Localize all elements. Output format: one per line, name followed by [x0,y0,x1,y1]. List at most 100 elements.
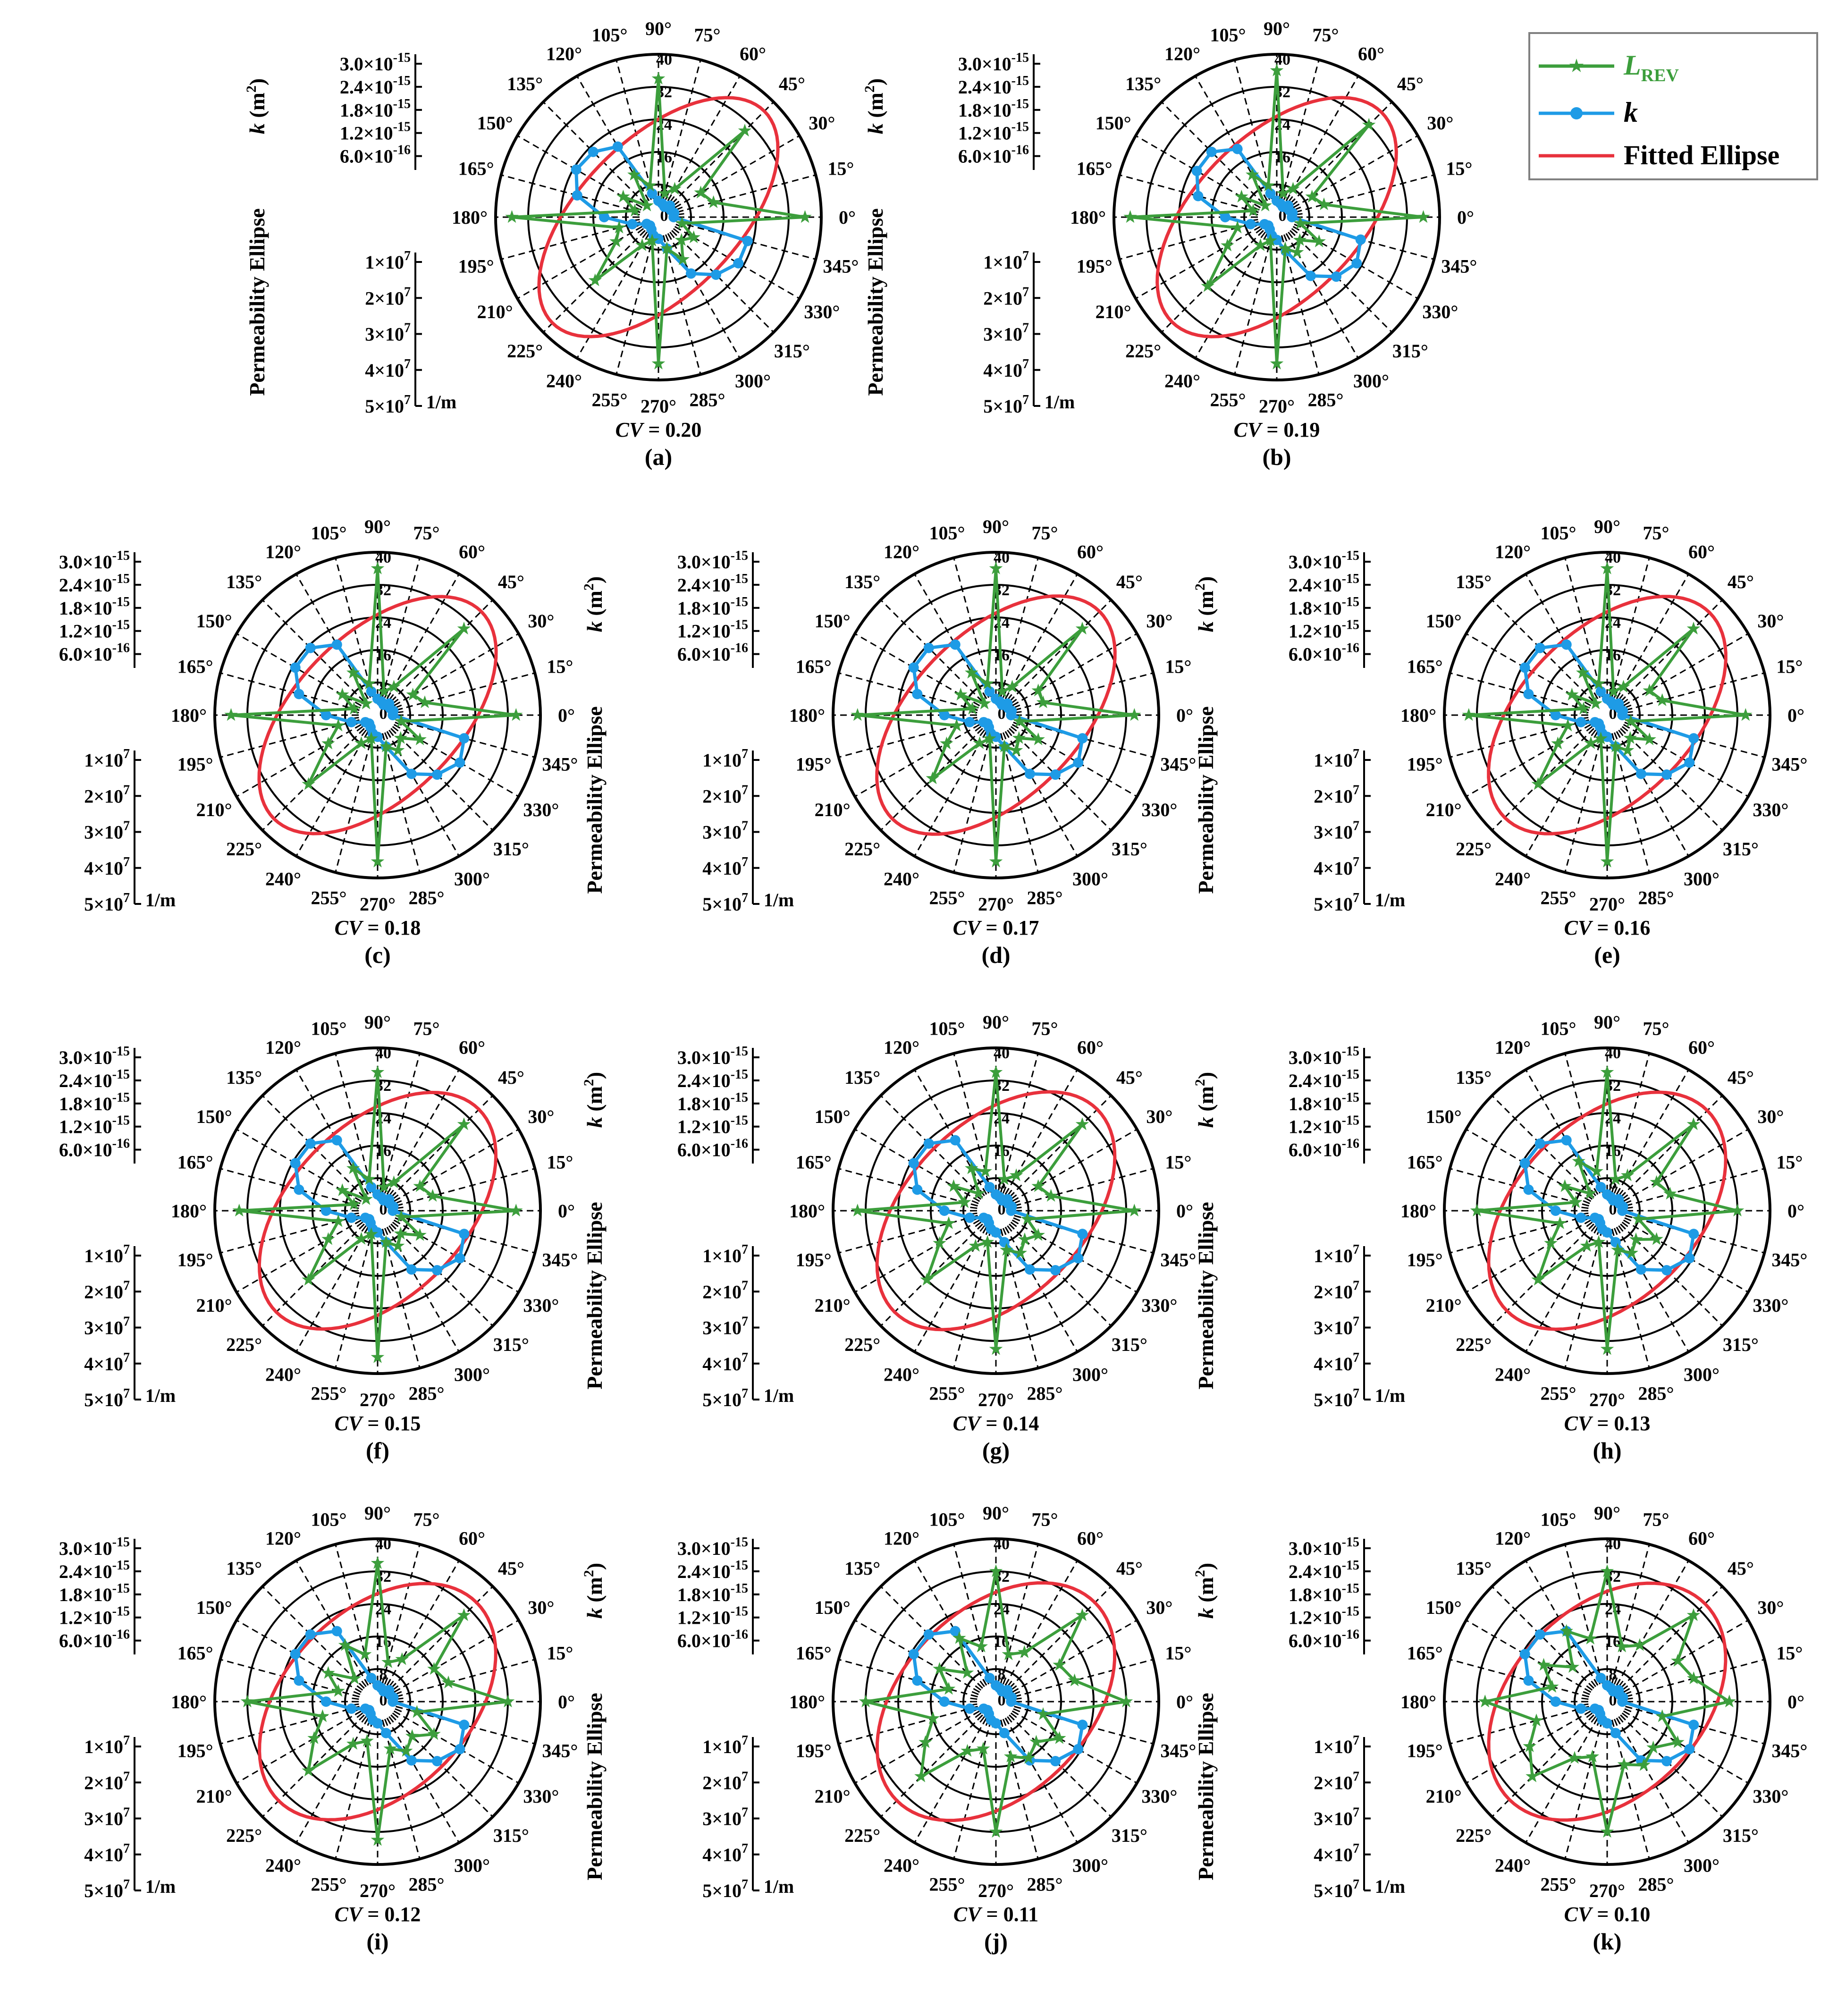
k-tick-exponent: -15 [731,1535,748,1550]
l-rev-point [501,1695,515,1708]
grid-spoke [854,1129,980,1202]
angle-label: 315° [1723,1825,1759,1846]
k-point [1272,235,1282,245]
l-rev-point [1246,168,1259,181]
pe-axis-tick-label: 3×107 [702,1805,748,1830]
k-point [612,141,623,152]
k-axis-tick-label: 3.0×10-15 [1289,1044,1359,1068]
pe-axis-tick-label: 2×107 [983,285,1029,309]
k-tick-exponent: -15 [112,1558,130,1573]
pe-tick-exponent: 7 [404,357,411,371]
pe-tick-mantissa: 3×10 [983,324,1022,345]
k-axis-tick-label: 3.0×10-15 [958,51,1029,75]
inner-tick [1258,198,1264,204]
pe-tick-mantissa: 5×10 [1314,1880,1353,1901]
angle-label: 0° [1787,1200,1804,1222]
inner-tick [1283,234,1288,242]
angle-label: 300° [735,370,771,391]
inner-tick [971,1691,979,1695]
inner-tick [1618,1716,1624,1723]
grid-spoke [1000,557,1039,697]
grid-ring [1541,1145,1673,1277]
k-point [366,1182,377,1193]
grid-spoke [953,1544,992,1684]
k-tick-exponent: -15 [112,1044,130,1059]
inner-tick [392,1712,399,1718]
grid-spoke [1012,1219,1138,1293]
k-axis-tick-label: 1.8×10-15 [340,97,411,121]
k-point [1684,757,1695,768]
grid-spoke [1012,1620,1138,1693]
inner-tick [1623,1710,1630,1715]
k-tick-exponent: -15 [393,97,411,111]
angle-label: 240° [265,868,301,889]
k-tick-exponent: -16 [731,1628,748,1642]
k-tick-mantissa: 3.0×10 [59,551,112,573]
l-rev-point [362,676,376,690]
angle-label: 300° [1684,1364,1720,1385]
angle-label: 15° [1776,1151,1803,1172]
angle-label: 165° [1407,1151,1443,1172]
grid-spoke [953,733,992,873]
grid-spoke [1014,1659,1154,1698]
grid-spoke [662,59,701,199]
angle-label: 60° [1688,1528,1715,1549]
inner-tick [1012,1219,1019,1224]
angle-label: 345° [1160,754,1196,775]
angle-label: 210° [815,1786,851,1807]
grid-spoke [676,174,816,213]
angle-label: 240° [884,1855,919,1876]
pe-axis-title: Permeability Ellipse [1194,1202,1218,1389]
angle-label: 75° [413,523,440,544]
cv-label: CV = 0.13 [1564,1412,1651,1435]
angle-label: 30° [1146,1106,1172,1127]
pe-tick-mantissa: 1×10 [702,750,742,771]
angle-label: 330° [804,301,840,322]
angle-label: 30° [809,112,835,134]
pe-axis-tick-label: 5×107 [702,1386,748,1410]
l-rev-point [1730,1204,1745,1217]
inner-tick [1588,696,1594,702]
k-point [320,1696,331,1707]
l-rev-point [1600,1564,1614,1577]
k-point [1688,1229,1699,1240]
k-point [1661,1756,1672,1767]
angle-label: 30° [528,610,554,632]
k-point [912,1675,923,1686]
inner-tick [1258,230,1264,236]
angle-label: 300° [454,1364,490,1385]
angle-label: 345° [1771,754,1807,775]
k-point [406,768,417,779]
angle-label: 330° [1753,1295,1788,1316]
pe-tick-mantissa: 4×10 [1314,1844,1353,1865]
angle-label: 150° [1096,112,1131,134]
k-axis-tick-label: 3.0×10-15 [677,548,748,573]
grid-ring [1509,1603,1706,1800]
k-tick-exponent: -15 [731,1558,748,1573]
l-rev-point [362,1172,376,1185]
angle-label: 285° [1308,389,1344,410]
k-tick-exponent: -15 [112,1113,130,1128]
pe-axis-tick-label: 5×107 [983,393,1029,417]
l-rev-point [394,1226,408,1240]
grid-spoke [1611,1053,1650,1193]
angle-label: 315° [493,1334,529,1355]
inner-tick [970,1694,978,1698]
l-rev-point [387,680,401,693]
l-rev-point [1646,1740,1660,1754]
angle-label: 285° [1027,1383,1063,1404]
angle-label: 180° [1400,705,1436,726]
k-point [1024,768,1035,779]
inner-tick [635,226,643,231]
inner-tick [1004,1679,1010,1686]
l-rev-point [1600,1342,1614,1355]
l-rev-point [505,210,519,223]
angle-label: 345° [1160,1740,1196,1762]
l-rev-point [1576,666,1590,679]
k-point [742,236,753,246]
l-rev-point [1655,693,1669,706]
inner-tick [356,726,363,732]
k-point [1050,769,1061,780]
grid-spoke [220,1168,360,1207]
grid-spoke [1290,101,1393,204]
